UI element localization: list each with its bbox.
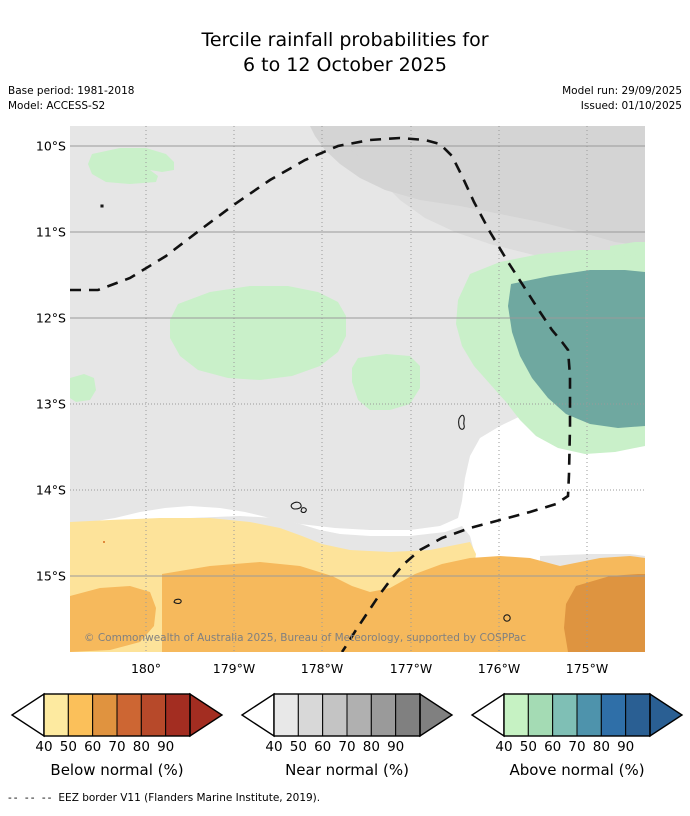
colorbar-tick-label: 40 — [35, 739, 53, 755]
y-tick-label: 14°S — [35, 482, 66, 498]
colorbar-near-normal: 40 50 60 70 80 90 Near normal (%) — [238, 692, 456, 779]
colorbar-near-normal-ticks: 40 50 60 70 80 90 — [238, 739, 456, 757]
colorbar-below-normal-title: Below normal (%) — [50, 761, 184, 779]
colorbar-swatch — [140, 693, 167, 737]
colorbar-swatch — [552, 693, 578, 737]
page-title: Tercile rainfall probabilities for 6 to … — [0, 28, 690, 78]
island-outlines — [100, 204, 511, 622]
map-gridlines — [70, 126, 645, 652]
colorbar-tick-label: 60 — [84, 739, 102, 755]
colorbar-below-normal-ticks: 40 50 60 70 80 90 — [8, 739, 226, 757]
colorbar-swatch — [503, 693, 529, 737]
page-title-line-1: Tercile rainfall probabilities for — [201, 29, 489, 51]
issued-label: Issued: 01/10/2025 — [580, 100, 682, 112]
colorbar-above-normal-swatches — [470, 692, 684, 738]
colorbar-tick-label: 70 — [108, 739, 126, 755]
colorbar-swatch — [527, 693, 554, 737]
x-tick-label: 178°W — [300, 661, 344, 676]
metadata-left: Base period: 1981-2018 Model: ACCESS-S2 — [8, 84, 134, 114]
eez-legend: -- -- -- EEZ border V11 (Flanders Marine… — [8, 792, 320, 804]
colorbar-tick-label: 90 — [157, 739, 175, 755]
x-tick-label: 179°W — [212, 661, 256, 676]
colorbar-tick-label: 40 — [495, 739, 513, 755]
model-run-label: Model run: 29/09/2025 — [562, 85, 682, 97]
colorbar-tick-label: 50 — [59, 739, 77, 755]
y-tick-label: 11°S — [35, 224, 66, 240]
colorbar-tick-label: 70 — [338, 739, 356, 755]
x-tick-label: 180° — [130, 661, 162, 676]
page-title-line-2: 6 to 12 October 2025 — [243, 54, 447, 76]
colorbar-swatch — [297, 693, 324, 737]
y-tick-label: 13°S — [35, 396, 66, 412]
metadata-right: Model run: 29/09/2025 Issued: 01/10/2025 — [562, 84, 682, 114]
colorbar-swatch — [346, 693, 372, 737]
y-tick-label: 15°S — [35, 568, 66, 584]
colorbar-tick-label: 90 — [617, 739, 635, 755]
x-tick-label: 175°W — [565, 661, 609, 676]
region-above-normal-60-70 — [508, 270, 645, 428]
colorbar-tick-label: 40 — [265, 739, 283, 755]
colorbar-tick-label: 60 — [314, 739, 332, 755]
colorbar-swatch — [600, 693, 627, 737]
colorbar-above-normal-ticks: 40 50 60 70 80 90 — [468, 739, 686, 757]
map-attribution: © Commonwealth of Australia 2025, Bureau… — [84, 632, 527, 644]
colorbar-tick-label: 80 — [362, 739, 380, 755]
colorbar-tick-label: 90 — [387, 739, 405, 755]
colorbar-swatch — [395, 693, 421, 737]
colorbar-above-normal: 40 50 60 70 80 90 Above normal (%) — [468, 692, 686, 779]
colorbar-below-normal: 40 50 60 70 80 90 Below normal (%) — [8, 692, 226, 779]
eez-dash-sample: -- -- -- — [8, 792, 54, 804]
y-tick-label: 10°S — [35, 138, 66, 154]
y-tick-label: 12°S — [35, 310, 66, 326]
x-tick-label: 176°W — [477, 661, 521, 676]
colorbar-tick-label: 50 — [289, 739, 307, 755]
map-canvas — [70, 126, 645, 652]
colorbar-tick-label: 80 — [592, 739, 610, 755]
colorbar-swatch — [43, 693, 69, 737]
colorbar-near-normal-title: Near normal (%) — [285, 761, 409, 779]
region-below-normal-60-70 — [564, 574, 645, 652]
colorbar-tick-label: 80 — [132, 739, 150, 755]
colorbar-swatch — [116, 693, 142, 737]
colorbar-above-normal-title: Above normal (%) — [509, 761, 645, 779]
eez-border-line — [70, 136, 572, 652]
map-svg — [70, 126, 645, 652]
colorbar-swatch — [92, 693, 118, 737]
colorbar-tick-label: 60 — [544, 739, 562, 755]
model-label: Model: ACCESS-S2 — [8, 100, 106, 112]
colorbar-swatch — [322, 693, 348, 737]
colorbar-below-normal-swatches — [10, 692, 224, 738]
colorbar-swatch — [370, 693, 397, 737]
colorbar-swatch — [273, 693, 299, 737]
colorbar-swatch — [67, 693, 94, 737]
colorbar-tick-label: 50 — [519, 739, 537, 755]
colorbar-near-normal-swatches — [240, 692, 454, 738]
x-tick-label: 177°W — [389, 661, 433, 676]
eez-legend-label: EEZ border V11 (Flanders Marine Institut… — [58, 792, 321, 804]
base-period-label: Base period: 1981-2018 — [8, 85, 135, 97]
colorbar-swatch — [625, 693, 651, 737]
colorbar-tick-label: 70 — [568, 739, 586, 755]
colorbar-swatch — [576, 693, 602, 737]
colorbar-swatch — [165, 693, 191, 737]
